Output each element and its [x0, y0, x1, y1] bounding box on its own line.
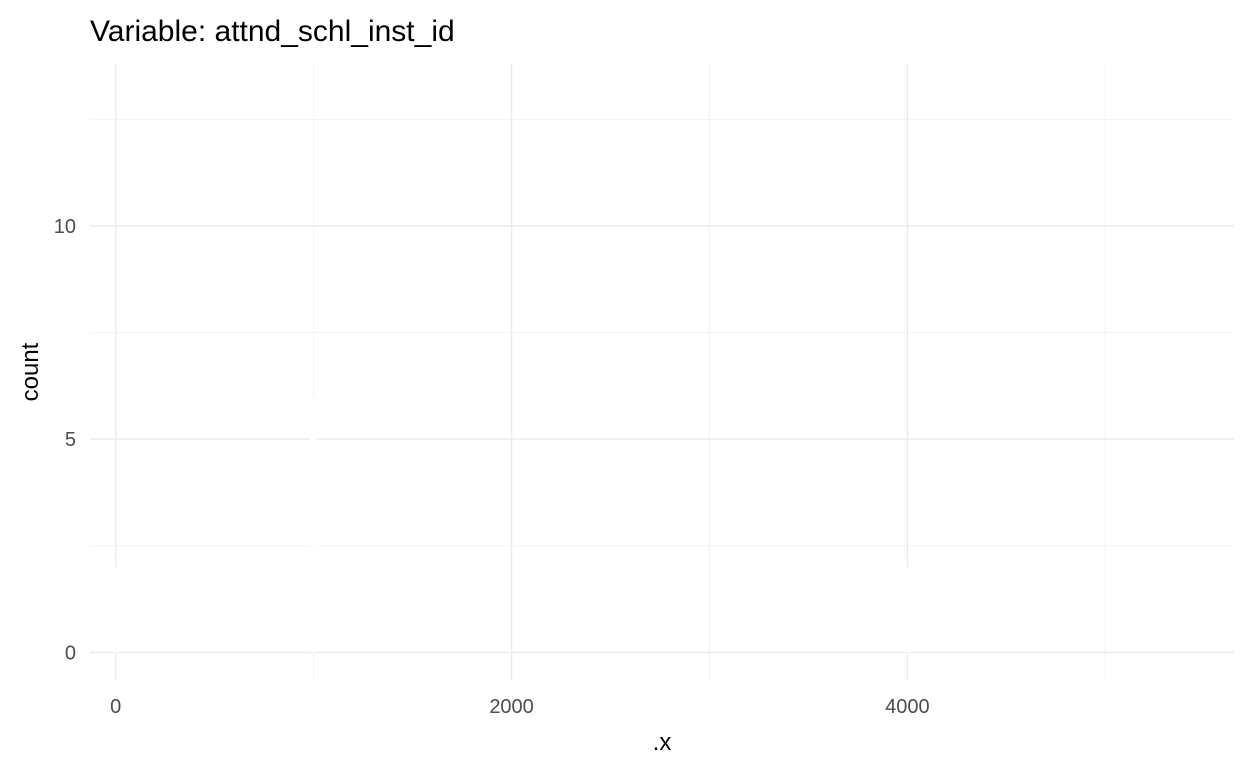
x-axis-ticks: 0 2000 4000 — [110, 696, 930, 718]
y-tick-label: 5 — [65, 429, 76, 451]
histogram-bar — [112, 567, 119, 653]
bars — [112, 396, 911, 653]
x-axis-title: .x — [653, 729, 672, 756]
y-tick-label: 0 — [65, 642, 76, 664]
y-tick-label: 10 — [54, 216, 76, 238]
chart-title: Variable: attnd_schl_inst_id — [90, 15, 455, 48]
x-tick-label: 4000 — [885, 696, 930, 718]
grid — [90, 64, 1234, 680]
y-axis-title: count — [17, 342, 44, 401]
histogram-bar — [310, 396, 317, 653]
x-tick-label: 0 — [110, 696, 121, 718]
histogram-bar — [904, 567, 911, 653]
y-axis-ticks: 0 5 10 — [54, 216, 76, 664]
x-tick-label: 2000 — [489, 696, 534, 718]
